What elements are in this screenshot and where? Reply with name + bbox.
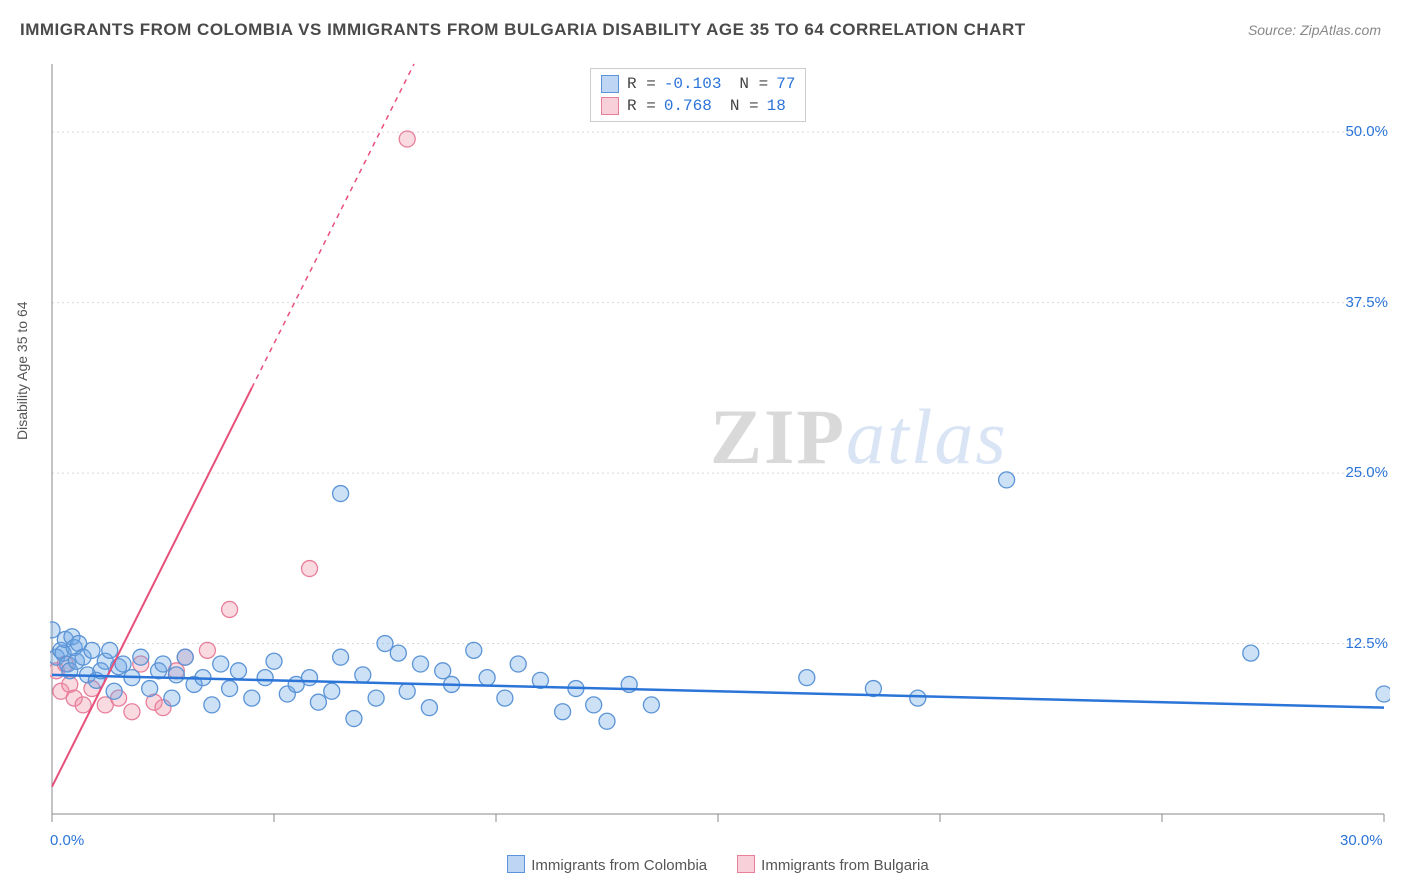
r-value: -0.103	[664, 73, 722, 95]
legend-label: Immigrants from Colombia	[531, 857, 707, 874]
scatter-plot-svg	[50, 62, 1390, 834]
x-tick-label: 30.0%	[1340, 832, 1383, 849]
r-label: R =	[627, 73, 656, 95]
series-swatch	[601, 75, 619, 93]
n-label: N =	[739, 73, 768, 95]
r-value: 0.768	[664, 95, 712, 117]
source-attribution: Source: ZipAtlas.com	[1248, 22, 1381, 38]
y-tick-label: 25.0%	[1345, 464, 1388, 481]
r-label: R =	[627, 95, 656, 117]
y-axis-label: Disability Age 35 to 64	[14, 301, 30, 440]
stats-row: R = -0.103 N = 77	[601, 73, 795, 95]
legend-swatch	[507, 855, 525, 873]
y-tick-label: 50.0%	[1345, 123, 1388, 140]
x-tick-label: 0.0%	[50, 832, 84, 849]
legend-swatch	[737, 855, 755, 873]
legend-label: Immigrants from Bulgaria	[761, 857, 929, 874]
stats-row: R = 0.768 N = 18	[601, 95, 795, 117]
legend-bottom: Immigrants from Colombia Immigrants from …	[0, 855, 1406, 874]
chart-title: IMMIGRANTS FROM COLOMBIA VS IMMIGRANTS F…	[20, 20, 1026, 40]
y-tick-label: 12.5%	[1345, 635, 1388, 652]
n-value: 77	[776, 73, 795, 95]
series-swatch	[601, 97, 619, 115]
n-label: N =	[730, 95, 759, 117]
correlation-stats-box: R =-0.103N =77R = 0.768N =18	[590, 68, 806, 122]
y-tick-label: 37.5%	[1345, 294, 1388, 311]
chart-plot-area: ZIPatlas R =-0.103N =77R = 0.768N =18	[50, 62, 1390, 834]
n-value: 18	[767, 95, 786, 117]
